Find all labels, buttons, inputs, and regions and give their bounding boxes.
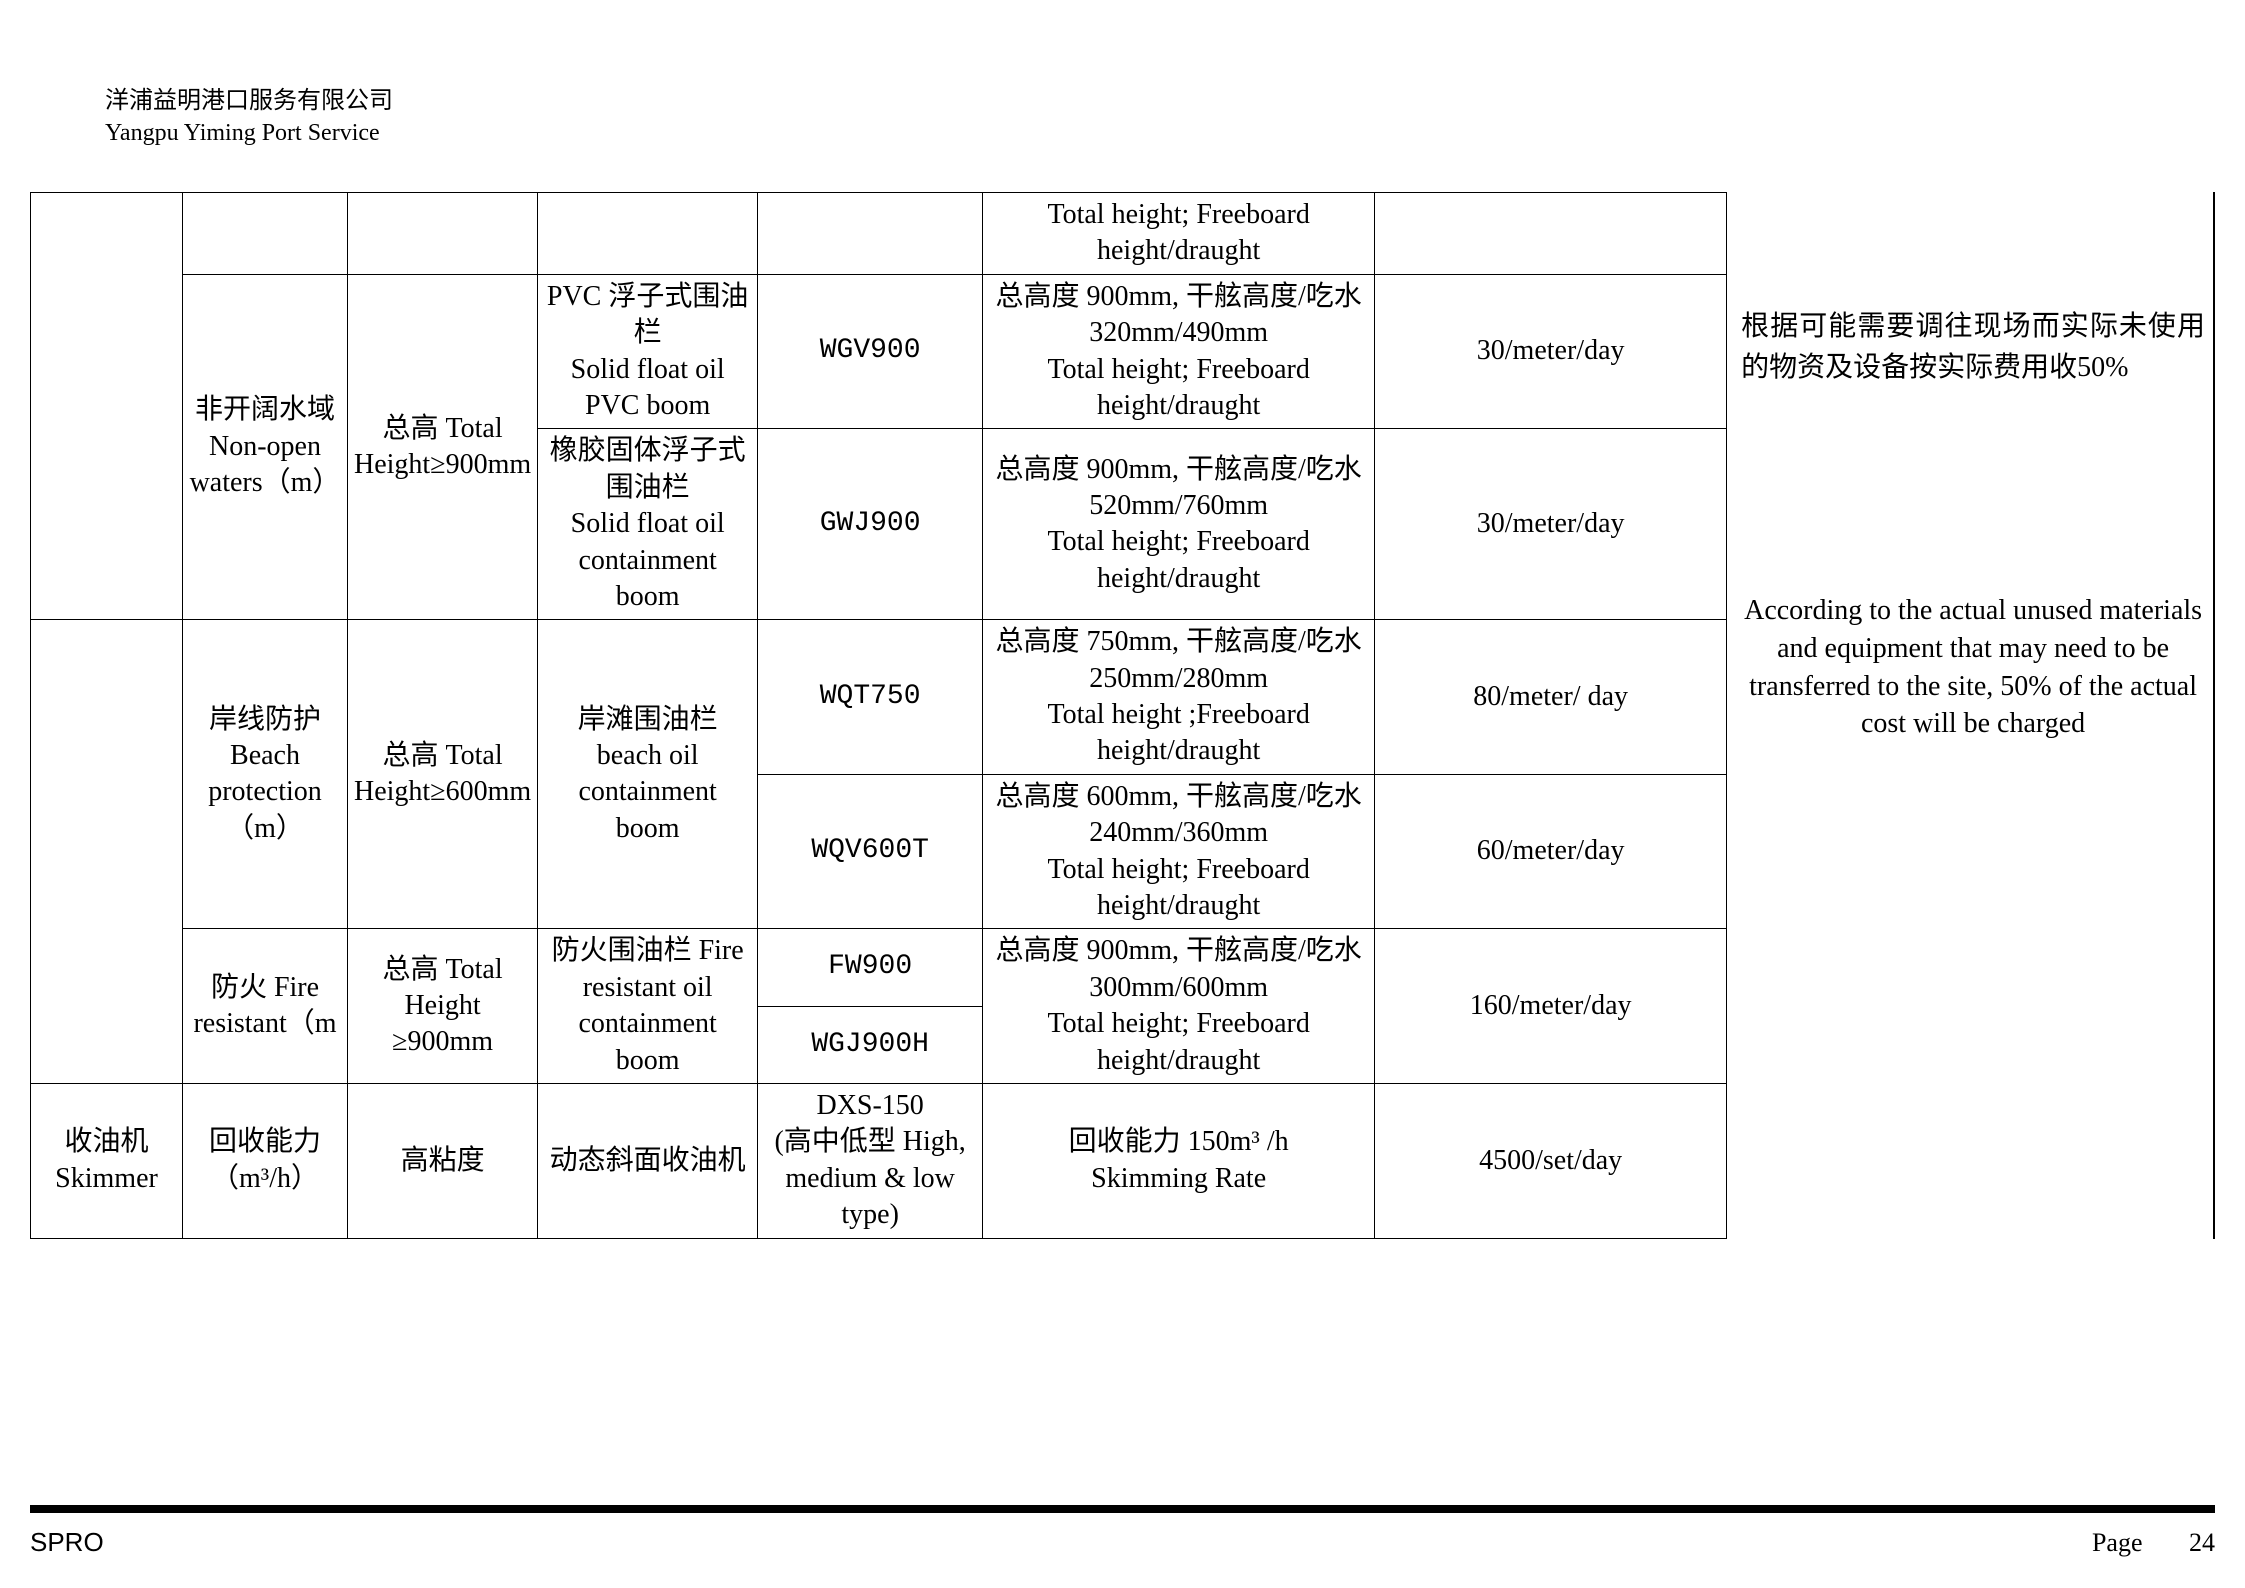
cell-skimmer-cat: 收油机 Skimmer — [31, 1083, 183, 1238]
page-label: Page — [2092, 1528, 2143, 1557]
cell-fire-height: 总高 Total Height ≥900mm — [348, 929, 538, 1084]
cell-fire-m2: WGJ900H — [758, 1006, 983, 1083]
cell-blank — [183, 193, 348, 275]
cell-blank — [758, 193, 983, 275]
page-number: 24 — [2189, 1528, 2215, 1557]
cell-nonopen-height: 总高 Total Height≥900mm — [348, 274, 538, 620]
note-chinese: 根据可能需要调往现场而实际未使用的物资及设备按实际费用收50% — [1741, 307, 2205, 388]
cell-beach-name: 岸滩围油栏 beach oil containment boom — [538, 620, 758, 929]
cell-fire-m1: FW900 — [758, 929, 983, 1006]
cell-category-blank — [31, 193, 183, 620]
cell-beach-m2: WQV600T — [758, 774, 983, 929]
cell-category-blank — [31, 620, 183, 1084]
cell-blank — [348, 193, 538, 275]
footer-left: SPRO — [30, 1527, 104, 1558]
cell-nonopen-label: 非开阔水域 Non-open waters（m） — [183, 274, 348, 620]
cell-skimmer-visc: 高粘度 — [348, 1083, 538, 1238]
company-name-en: Yangpu Yiming Port Service — [105, 117, 393, 149]
cell-skimmer-spec: 回收能力 150m³ /h Skimming Rate — [983, 1083, 1375, 1238]
main-content: Total height; Freeboard height/draught 非… — [30, 192, 2215, 1239]
cell-skimmer-model: DXS-150 (高中低型 High, medium & low type) — [758, 1083, 983, 1238]
table-row: 防火 Fire resistant（m 总高 Total Height ≥900… — [31, 929, 1727, 1006]
cell-beach-rate2: 60/meter/day — [1375, 774, 1727, 929]
cell-rubber-rate: 30/meter/day — [1375, 429, 1727, 620]
equipment-table: Total height; Freeboard height/draught 非… — [30, 192, 1727, 1239]
table-row: 非开阔水域 Non-open waters（m） 总高 Total Height… — [31, 274, 1727, 429]
document-page: 洋浦益明港口服务有限公司 Yangpu Yiming Port Service … — [0, 0, 2245, 1588]
cell-beach-rate1: 80/meter/ day — [1375, 620, 1727, 775]
company-header: 洋浦益明港口服务有限公司 Yangpu Yiming Port Service — [105, 85, 393, 150]
cell-skimmer-label: 回收能力（m³/h） — [183, 1083, 348, 1238]
cell-beach-spec2: 总高度 600mm, 干舷高度/吃水240mm/360mm Total heig… — [983, 774, 1375, 929]
note-english: According to the actual unused materials… — [1741, 592, 2205, 743]
cell-blank — [1375, 193, 1727, 275]
cell-fire-rate: 160/meter/day — [1375, 929, 1727, 1084]
cell-beach-label: 岸线防护 Beach protection（m） — [183, 620, 348, 929]
cell-spec: Total height; Freeboard height/draught — [983, 193, 1375, 275]
cell-blank — [538, 193, 758, 275]
table-row: 岸线防护 Beach protection（m） 总高 Total Height… — [31, 620, 1727, 775]
cell-beach-m1: WQT750 — [758, 620, 983, 775]
cell-rubber-name: 橡胶固体浮子式围油栏 Solid float oil containment b… — [538, 429, 758, 620]
cell-rubber-spec: 总高度 900mm, 干舷高度/吃水520mm/760mm Total heig… — [983, 429, 1375, 620]
cell-beach-spec1: 总高度 750mm, 干舷高度/吃水250mm/280mm Total heig… — [983, 620, 1375, 775]
cell-rubber-model: GWJ900 — [758, 429, 983, 620]
cell-fire-label: 防火 Fire resistant（m — [183, 929, 348, 1084]
cell-pvc-spec: 总高度 900mm, 干舷高度/吃水320mm/490mm Total heig… — [983, 274, 1375, 429]
footer-right: Page 24 — [2092, 1528, 2215, 1558]
cell-fire-name: 防火围油栏 Fire resistant oil containment boo… — [538, 929, 758, 1084]
cell-beach-height: 总高 Total Height≥600mm — [348, 620, 538, 929]
table-row: Total height; Freeboard height/draught — [31, 193, 1727, 275]
cell-skimmer-name: 动态斜面收油机 — [538, 1083, 758, 1238]
notes-column: 根据可能需要调往现场而实际未使用的物资及设备按实际费用收50% Accordin… — [1727, 192, 2215, 1239]
cell-pvc-model: WGV900 — [758, 274, 983, 429]
cell-pvc-rate: 30/meter/day — [1375, 274, 1727, 429]
cell-skimmer-rate: 4500/set/day — [1375, 1083, 1727, 1238]
cell-pvc-name: PVC 浮子式围油栏 Solid float oil PVC boom — [538, 274, 758, 429]
cell-fire-spec: 总高度 900mm, 干舷高度/吃水300mm/600mm Total heig… — [983, 929, 1375, 1084]
footer-rule — [30, 1505, 2215, 1513]
company-name-cn: 洋浦益明港口服务有限公司 — [105, 85, 393, 117]
table-row: 收油机 Skimmer 回收能力（m³/h） 高粘度 动态斜面收油机 DXS-1… — [31, 1083, 1727, 1238]
